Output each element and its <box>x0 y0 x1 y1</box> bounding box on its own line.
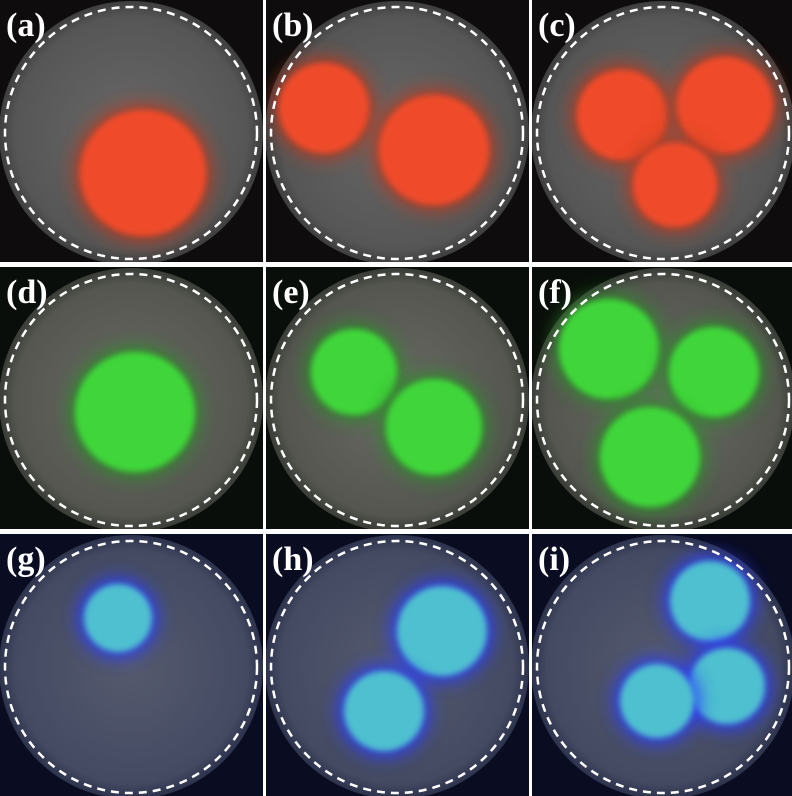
blob <box>669 327 759 417</box>
blob <box>80 110 206 236</box>
panel-label: (b) <box>272 7 314 44</box>
blob <box>689 648 765 724</box>
blob <box>620 664 694 738</box>
panel-label: (d) <box>6 274 48 311</box>
panel-label: (i) <box>538 541 570 578</box>
panel: (b) <box>265 0 529 265</box>
panel: (c) <box>531 0 792 265</box>
blob <box>75 352 195 472</box>
panel: (e) <box>265 267 529 532</box>
panel: (h) <box>265 534 529 796</box>
panel-label: (f) <box>538 274 572 311</box>
blob <box>344 671 424 751</box>
panel: (f) <box>531 267 792 532</box>
blob <box>386 379 482 475</box>
blob <box>670 561 750 641</box>
panel-label: (a) <box>6 7 46 44</box>
panel: (a) <box>0 0 263 265</box>
blob <box>279 63 369 153</box>
panel-label: (h) <box>272 541 314 578</box>
blob <box>677 57 773 153</box>
blob <box>311 329 397 415</box>
blob <box>559 299 659 399</box>
panel: (d) <box>0 267 263 532</box>
blob <box>600 407 700 507</box>
panel-label: (g) <box>6 541 46 578</box>
blob <box>84 584 152 652</box>
panel-label: (c) <box>538 7 576 44</box>
blob <box>379 95 489 205</box>
panel: (i) <box>531 534 792 796</box>
blob <box>633 143 717 227</box>
figure: (a) (b) (c) (d) (e) (f) (g) (h) (i) <box>0 0 792 796</box>
blob <box>397 586 487 676</box>
panel-label: (e) <box>272 274 310 311</box>
panel: (g) <box>0 534 263 796</box>
